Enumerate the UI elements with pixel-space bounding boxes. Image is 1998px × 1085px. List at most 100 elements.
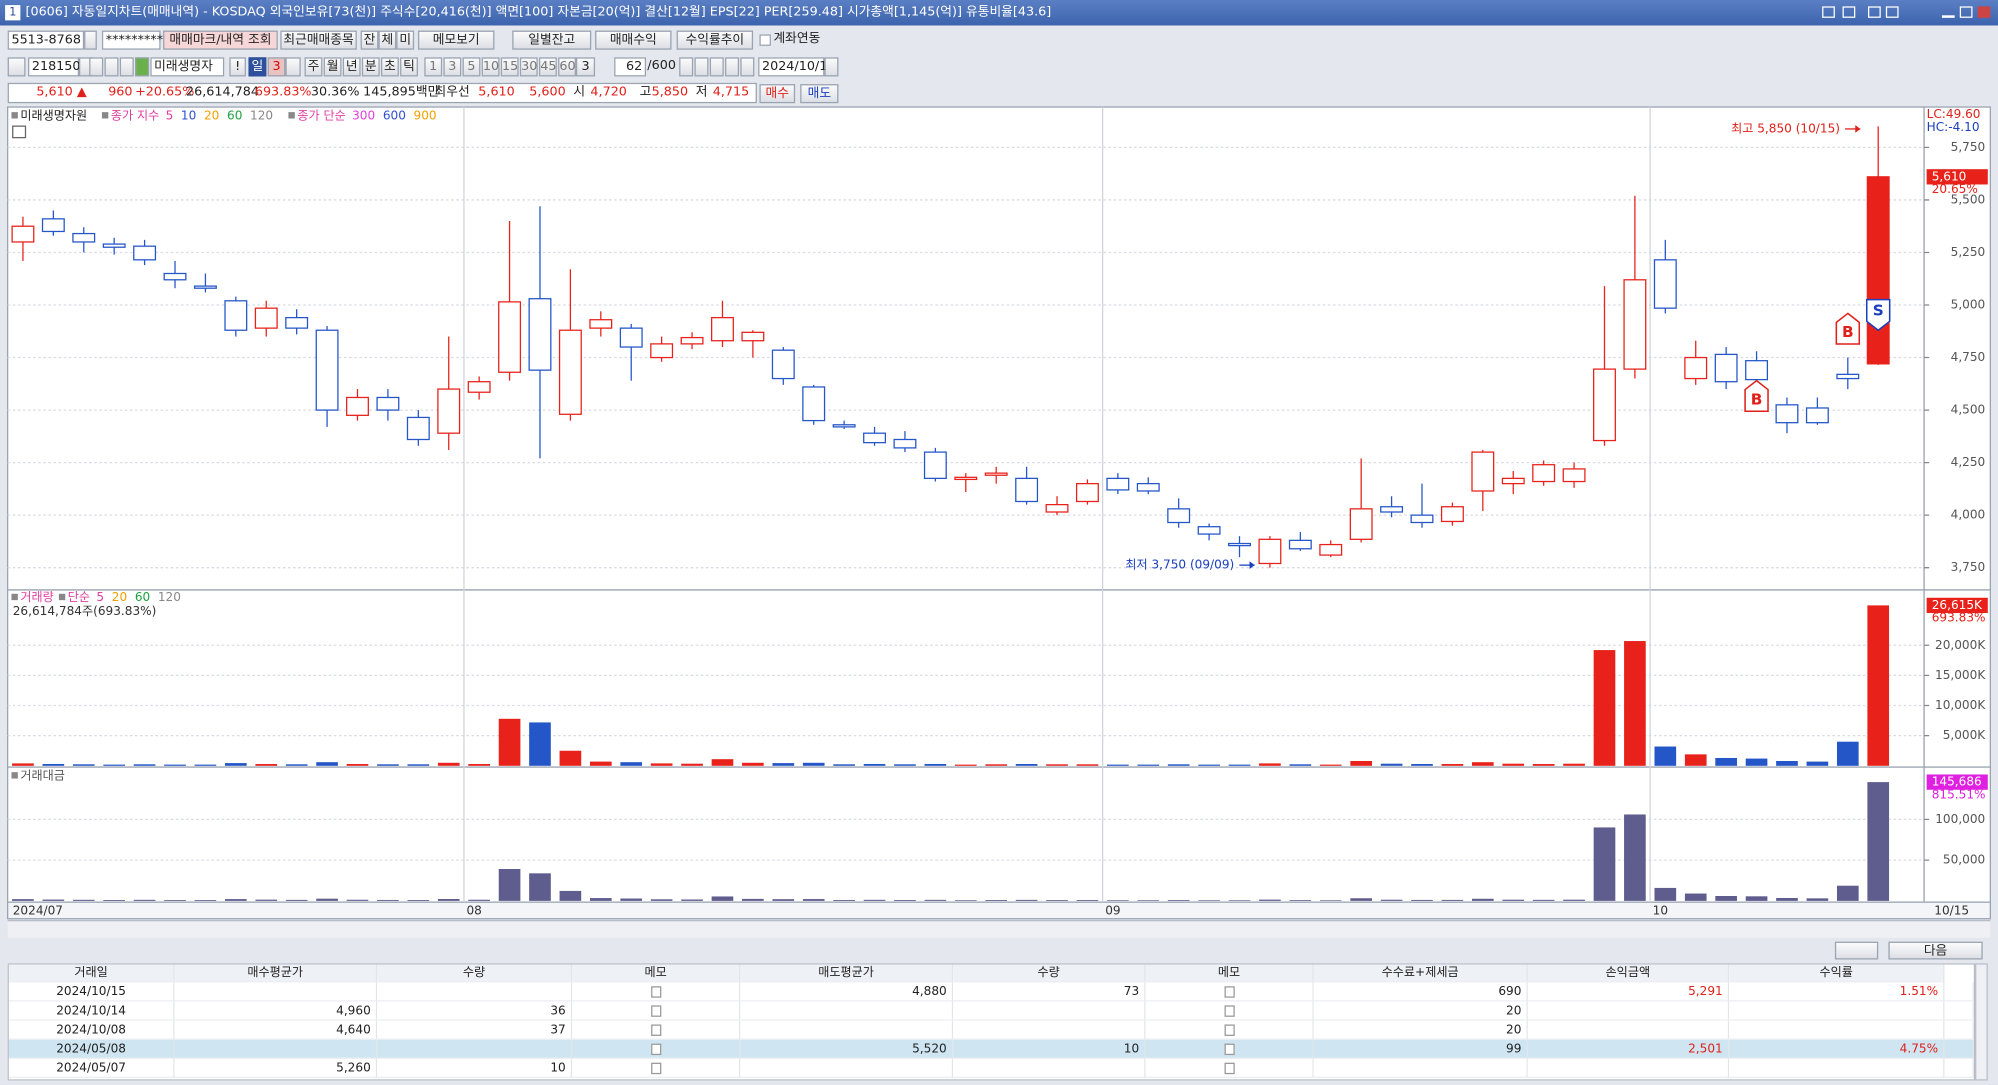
code-input[interactable]: 218150 (28, 57, 81, 77)
tool-icon[interactable] (104, 57, 119, 77)
table-scrollbar[interactable] (1975, 963, 1988, 1081)
minute-button[interactable]: 10 (481, 57, 500, 77)
name-input[interactable]: 미래생명자 (150, 57, 225, 77)
balance-button[interactable]: 잔 (360, 30, 379, 50)
table-header: 손익금액 (1527, 964, 1730, 983)
alert-button[interactable]: ! (229, 57, 246, 77)
info-ask: 5,610 (478, 85, 515, 100)
legend-info: 26,614,784주(693.83%) (13, 604, 157, 618)
memo-icon[interactable] (1224, 1005, 1235, 1017)
filled-button[interactable]: 체 (378, 30, 397, 50)
tool-icon[interactable] (824, 57, 839, 77)
table-cell (953, 1001, 1146, 1021)
period-button[interactable]: 주 (304, 57, 323, 77)
unfilled-button[interactable]: 미 (396, 30, 415, 50)
memo-icon[interactable] (651, 1062, 662, 1075)
memo-icon[interactable] (651, 986, 662, 998)
period-button[interactable]: 초 (380, 57, 399, 77)
memo-icon[interactable] (1224, 1062, 1235, 1075)
y-tick-label: 5,250 (1951, 245, 1986, 259)
minute-button[interactable]: 45 (538, 57, 557, 77)
tool-icon[interactable] (694, 57, 709, 77)
volume-bar (833, 764, 855, 766)
account-input[interactable]: 5513-8768 (7, 30, 85, 50)
window-icon[interactable] (1868, 6, 1881, 18)
memo-icon[interactable] (651, 1024, 662, 1036)
recent-button[interactable]: 최근매매종목 (280, 30, 357, 50)
count-input[interactable]: 62 (614, 57, 647, 77)
value-tag-label: 26,615K (1932, 598, 1983, 612)
window-icon[interactable] (1885, 6, 1899, 18)
minimize[interactable] (1941, 6, 1955, 18)
x-tick-label: 10/15 (1934, 904, 1969, 918)
minute-button[interactable]: 1 (424, 57, 443, 77)
sell-button[interactable]: 매도 (800, 84, 839, 104)
period-button[interactable]: 틱 (400, 57, 418, 77)
candle-body (1136, 482, 1160, 492)
volume-bar (1137, 764, 1160, 766)
stock-icon[interactable] (135, 57, 150, 77)
chart-icon[interactable] (7, 57, 26, 77)
trade-marker (1865, 298, 1891, 332)
memo-icon[interactable] (651, 1005, 662, 1017)
buy-button[interactable]: 매수 (759, 84, 796, 104)
legend-item: 120 (250, 108, 273, 122)
turnover-bar (1532, 899, 1555, 901)
close[interactable] (1977, 6, 1991, 18)
settings-button[interactable] (1834, 941, 1879, 960)
candle-body (467, 381, 491, 393)
tool-icon[interactable] (89, 57, 104, 77)
password-input[interactable]: ********* (101, 30, 163, 50)
tick-count[interactable]: 3 (575, 57, 596, 77)
memo-icon[interactable] (1224, 1043, 1235, 1056)
period-button[interactable]: 일 (248, 57, 267, 77)
table-cell (740, 1020, 954, 1040)
legend-name: 종가 지수 (111, 108, 159, 122)
tool-icon[interactable] (725, 57, 740, 77)
memo-button[interactable]: 메모보기 (417, 30, 495, 50)
tool-icon[interactable] (740, 57, 755, 77)
legend-item: 5 (96, 590, 104, 604)
candle-body (163, 272, 187, 281)
info-low-label: 저 (695, 85, 708, 100)
turnover-bar (954, 900, 977, 901)
date-input[interactable]: 2024/10/15 (758, 57, 835, 77)
candle-body (346, 396, 369, 416)
tool-icon[interactable] (709, 57, 724, 77)
info-rate: +20.65% (135, 85, 195, 100)
minute-button[interactable]: 3 (443, 57, 462, 77)
period-button[interactable]: 년 (342, 57, 361, 77)
memo-icon[interactable] (1224, 1024, 1235, 1036)
period-button[interactable]: 3 (267, 57, 286, 77)
minute-button[interactable]: 60 (558, 57, 576, 77)
dropdown[interactable] (84, 30, 97, 50)
tool-icon[interactable] (119, 57, 134, 77)
period-button[interactable]: 분 (361, 57, 380, 77)
minute-button[interactable]: 5 (462, 57, 481, 77)
table-cell (377, 1039, 573, 1059)
maximize[interactable] (1959, 6, 1973, 18)
memo-icon[interactable] (1224, 986, 1235, 998)
turnover-bar (833, 899, 855, 901)
daily-button[interactable]: 일별잔고 (512, 30, 592, 50)
minute-button[interactable]: 30 (519, 57, 538, 77)
hc-label: HC:-4.10 (1927, 120, 1980, 134)
tool-icon[interactable] (679, 57, 694, 77)
candle-body (1805, 407, 1829, 424)
period-button[interactable]: 월 (323, 57, 342, 77)
scroll-bar[interactable] (7, 919, 1991, 938)
memo-icon[interactable] (651, 1043, 662, 1056)
dropdown[interactable] (285, 57, 301, 77)
window-icon[interactable] (1822, 6, 1835, 18)
window-icon[interactable] (1842, 6, 1856, 18)
turnover-bar (437, 899, 460, 901)
checkbox[interactable] (759, 34, 771, 46)
table-cell: 690 (1313, 982, 1528, 1002)
next-button[interactable]: 다음 (1888, 941, 1983, 960)
candle-body (863, 432, 887, 444)
marks-button[interactable]: 매매마크/내역 조회 (163, 30, 278, 50)
rate-button[interactable]: 수익률추이 (676, 30, 754, 50)
minute-button[interactable]: 15 (500, 57, 519, 77)
profit-button[interactable]: 매매수익 (595, 30, 672, 50)
volume-bar (1806, 761, 1829, 766)
